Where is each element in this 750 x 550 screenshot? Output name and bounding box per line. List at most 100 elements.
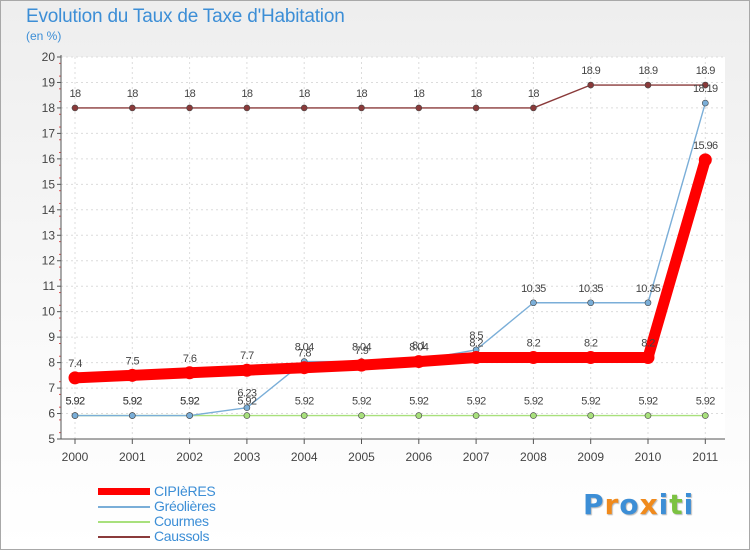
x-tick-label: 2009 [577,450,604,464]
data-point-cipieres [469,351,483,365]
legend-swatch-caussols [98,535,150,538]
data-point-caussols [129,104,136,112]
y-tick-label: 14 [42,203,56,217]
data-point-courmes [701,412,709,419]
data-point-greolieres [186,412,193,419]
data-label-courmes: 5.92 [123,396,142,408]
y-tick-label: 6 [48,407,55,421]
data-label-cipieres: 7.9 [355,345,369,357]
data-label-cipieres: 7.6 [183,353,197,365]
y-tick-label: 12 [42,254,56,268]
data-label-courmes: 5.92 [352,396,371,408]
data-label-cipieres: 7.7 [240,350,254,362]
data-point-cipieres [183,366,197,380]
legend-item-cipieres: CIPIèRES [98,484,216,499]
data-point-caussols [701,81,709,89]
data-point-caussols [243,104,251,112]
data-label-greolieres: 5.92 [65,396,84,408]
data-label-greolieres: 10.35 [636,283,661,295]
data-point-cipieres [68,371,82,385]
chart-axes: 5 6 7 8 9 10 11 12 13 14 15 16 17 18 19 20 2000 2001 2002 2… [42,50,725,464]
x-tick-label: 2004 [291,450,318,464]
data-label-caussols: 18.9 [696,65,715,77]
data-label-cipieres: 7.4 [68,358,82,370]
data-label-caussols: 18.9 [581,65,600,77]
data-point-caussols [472,104,480,112]
data-point-cipieres [641,351,655,365]
data-point-caussols [530,104,537,112]
x-tick-label: 2003 [234,450,261,464]
chart-series [68,81,712,419]
logo-letter: i [683,488,695,521]
legend-swatch-cipieres [98,488,150,495]
series-line-caussols [74,84,706,109]
y-tick-label: 20 [42,50,56,64]
series-line-cipieres [69,154,711,384]
data-point-greolieres [530,299,537,307]
data-label-courmes: 5.92 [467,396,486,408]
y-tick-label: 10 [42,305,56,319]
data-point-caussols [300,104,308,112]
data-point-courmes [644,412,652,419]
data-point-courmes [300,412,308,419]
data-point-courmes [530,412,537,419]
data-label-greolieres: 8.5 [469,330,483,342]
data-label-greolieres: 8.1 [412,340,426,352]
data-point-cipieres [240,363,254,377]
data-point-caussols [644,81,652,89]
x-tick-label: 2010 [635,450,662,464]
data-label-cipieres: 8.2 [641,338,655,350]
data-label-courmes: 5.92 [581,396,600,408]
chart-legend: CIPIèRES Gréolières Courmes Caussols [98,484,216,544]
data-point-courmes [472,412,480,419]
data-label-greolieres: 5.92 [180,396,199,408]
data-point-cipieres [526,351,540,365]
data-point-caussols [415,104,423,112]
data-label-courmes: 5.92 [180,396,199,408]
data-label-greolieres: 10.35 [521,283,546,295]
data-point-cipieres [412,355,426,369]
data-label-caussols: 18 [184,88,196,100]
chart-title: Evolution du Taux de Taxe d'Habitation [26,6,345,27]
data-label-courmes: 5.92 [237,396,256,408]
data-point-caussols [358,104,365,112]
x-tick-label: 2006 [405,450,432,464]
data-point-greolieres [587,299,595,307]
legend-swatch-courmes [98,520,150,523]
y-tick-label: 11 [43,279,56,293]
data-label-greolieres: 5.92 [123,396,142,408]
y-tick-label: 17 [42,126,56,140]
chart-grid [61,56,725,440]
legend-label-greolieres: Gréolières [154,498,216,514]
data-label-caussols: 18 [471,88,483,100]
y-tick-label: 8 [48,356,55,370]
legend-item-caussols: Caussols [98,529,216,544]
data-label-caussols: 18 [528,88,540,100]
x-tick-label: 2011 [692,450,718,464]
logo-letter: P [583,488,605,521]
x-tick-label: 2007 [463,450,490,464]
data-label-greolieres: 8.04 [295,342,314,354]
logo-letter: t [669,488,684,521]
legend-item-courmes: Courmes [98,514,216,529]
data-label-cipieres: 7.8 [297,348,311,360]
logo-letter: x [639,488,659,521]
data-point-caussols [186,104,193,112]
data-label-greolieres: 8.04 [352,342,371,354]
data-label-courmes: 5.92 [696,396,715,408]
data-label-courmes: 5.92 [65,396,84,408]
y-tick-label: 7 [48,381,55,395]
data-label-cipieres: 8.2 [469,338,483,350]
plot-area [61,57,725,439]
logo-letter: i [658,488,670,521]
data-point-greolieres [644,299,652,307]
legend-label-courmes: Courmes [154,513,209,529]
data-label-caussols: 18 [299,88,311,100]
data-label-greolieres: 6.23 [237,388,256,400]
x-tick-label: 2001 [119,450,146,464]
data-label-caussols: 18 [241,88,253,100]
y-tick-label: 15 [42,177,56,191]
x-tick-label: 2005 [348,450,375,464]
data-point-courmes [415,412,423,419]
